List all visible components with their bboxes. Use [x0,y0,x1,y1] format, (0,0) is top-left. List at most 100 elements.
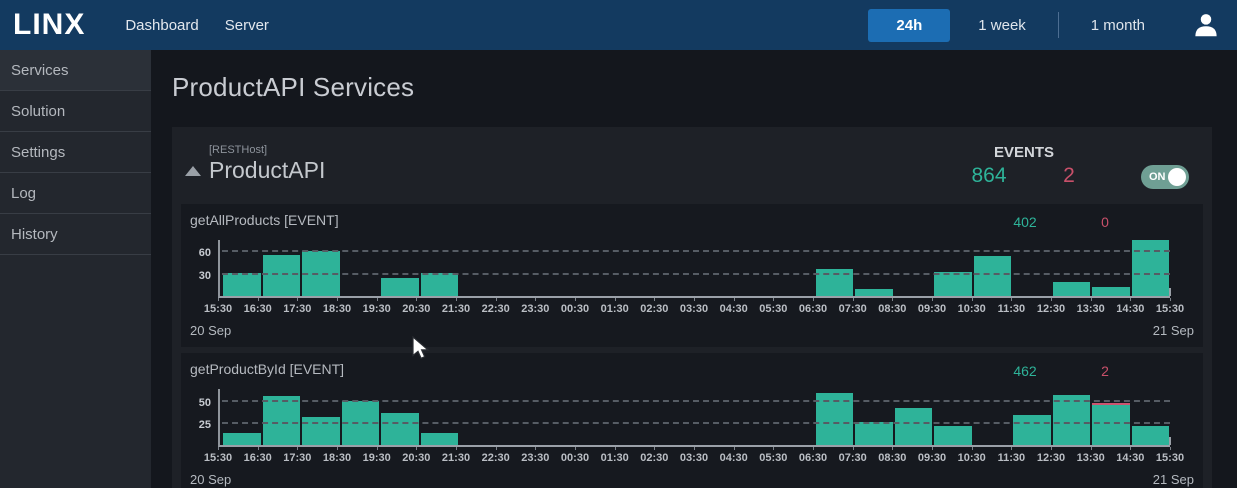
bar-slot [617,240,657,296]
x-tick-label: 15:30 [203,452,233,464]
bar [934,272,972,296]
x-tick-label: 19:30 [362,303,391,315]
bar-slot [1091,389,1131,445]
sidebar-item-settings[interactable]: Settings [0,132,151,173]
x-tick-label: 05:30 [759,303,788,315]
x-tick-label: 21:30 [441,303,471,315]
bar-slot [499,389,539,445]
x-tick-mark [1130,447,1132,450]
events-error-total: 2 [1063,164,1075,187]
bar-slot [696,389,736,445]
bar [894,408,932,445]
x-tick-label: 15:30 [1155,452,1185,464]
sidebar-item-log[interactable]: Log [0,173,151,214]
top-navbar: LINX Dashboard Server 24h 1 week 1 month [0,0,1237,50]
bars-container [222,389,1170,445]
x-tick-mark [1130,298,1132,301]
bar-slot [499,240,539,296]
y-tick-label: 60 [198,246,211,259]
sidebar-item-services[interactable]: Services [0,50,151,91]
bar [934,425,972,445]
bar-slot [854,389,894,445]
x-tick-label: 02:30 [640,452,669,464]
sidebar-item-solution[interactable]: Solution [0,91,151,132]
bar-slot [617,389,657,445]
bar-slot [1052,389,1092,445]
bar-slot [301,389,341,445]
bar-slot [775,389,815,445]
collapse-triangle-icon[interactable] [185,166,201,176]
bar-slot [933,389,973,445]
x-tick-mark [971,298,973,301]
user-profile-icon[interactable] [1191,10,1221,40]
bar [1131,240,1169,296]
x-tick-mark [495,447,497,450]
bar-slot [1091,240,1131,296]
time-range-1month-button[interactable]: 1 month [1090,16,1145,34]
metric-success-count: 462 [1013,363,1037,379]
events-success-total: 864 [971,164,1007,187]
nav-link-dashboard[interactable]: Dashboard [125,16,199,34]
nav-link-server[interactable]: Server [224,16,269,34]
x-tick-label: 11:30 [997,452,1026,464]
bar [262,254,300,296]
x-tick-mark [773,298,775,301]
x-tick-mark [1051,298,1052,301]
bar-slot [775,240,815,296]
bar-slot [341,240,381,296]
x-tick-mark [535,298,537,301]
x-tick-mark [892,298,894,301]
x-tick-mark [614,298,616,301]
time-range-divider [1057,12,1059,38]
x-tick-label: 01:30 [600,452,629,464]
service-type-label: [RESTHost] [209,144,268,156]
x-tick-label: 04:30 [719,303,748,315]
x-tick-mark [337,447,338,450]
x-tick-mark [1090,298,1092,301]
bar-slot [933,240,973,296]
bar-chart-plot [218,389,1171,447]
x-tick-label: 01:30 [600,303,629,315]
x-tick-mark [575,447,576,450]
x-tick-mark [1170,298,1171,301]
bar [1052,281,1090,296]
bar-slot [973,240,1013,296]
chart-end-date: 21 Sep [1152,323,1194,338]
bar-slot [657,389,697,445]
x-tick-label: 02:30 [640,303,669,315]
bar-slot [736,240,776,296]
gridline-50 [222,400,1170,403]
x-tick-mark [892,447,894,450]
bar-slot [538,389,578,445]
time-range-1week-button[interactable]: 1 week [978,16,1026,34]
gridline-60 [222,250,1170,253]
y-axis-labels: 30 60 [190,240,218,298]
x-tick-label: 03:30 [679,452,709,464]
x-tick-mark [813,447,814,450]
y-tick-label: 25 [198,419,211,432]
x-tick-label: 19:30 [362,452,391,464]
toggle-knob [1168,168,1186,186]
bar [973,256,1011,296]
x-tick-label: 04:30 [719,452,748,464]
bar [223,272,261,296]
x-tick-mark [654,447,656,450]
service-on-toggle[interactable]: ON [1141,165,1189,189]
bar-slot [538,240,578,296]
x-tick-mark [1011,447,1013,450]
x-tick-label: 05:30 [759,452,788,464]
x-axis-tick-labels: 15:30 16:30 17:30 18:30 19:30 20:30 21:30 22:30… [204,447,1184,467]
time-range-selector: 24h 1 week 1 month [864,8,1169,42]
bar-slot [341,389,381,445]
bars-container [222,240,1170,296]
time-range-24h-button[interactable]: 24h [868,8,951,42]
x-tick-mark [694,447,695,450]
sidebar: Services Solution Settings Log History [0,50,151,488]
x-tick-label: 13:30 [1076,452,1105,464]
x-tick-mark [495,298,497,301]
x-tick-label: 20:30 [402,303,431,315]
bar-slot [815,389,855,445]
sidebar-item-history[interactable]: History [0,214,151,255]
x-tick-label: 23:30 [521,303,550,315]
linx-logo: LINX [13,8,86,41]
